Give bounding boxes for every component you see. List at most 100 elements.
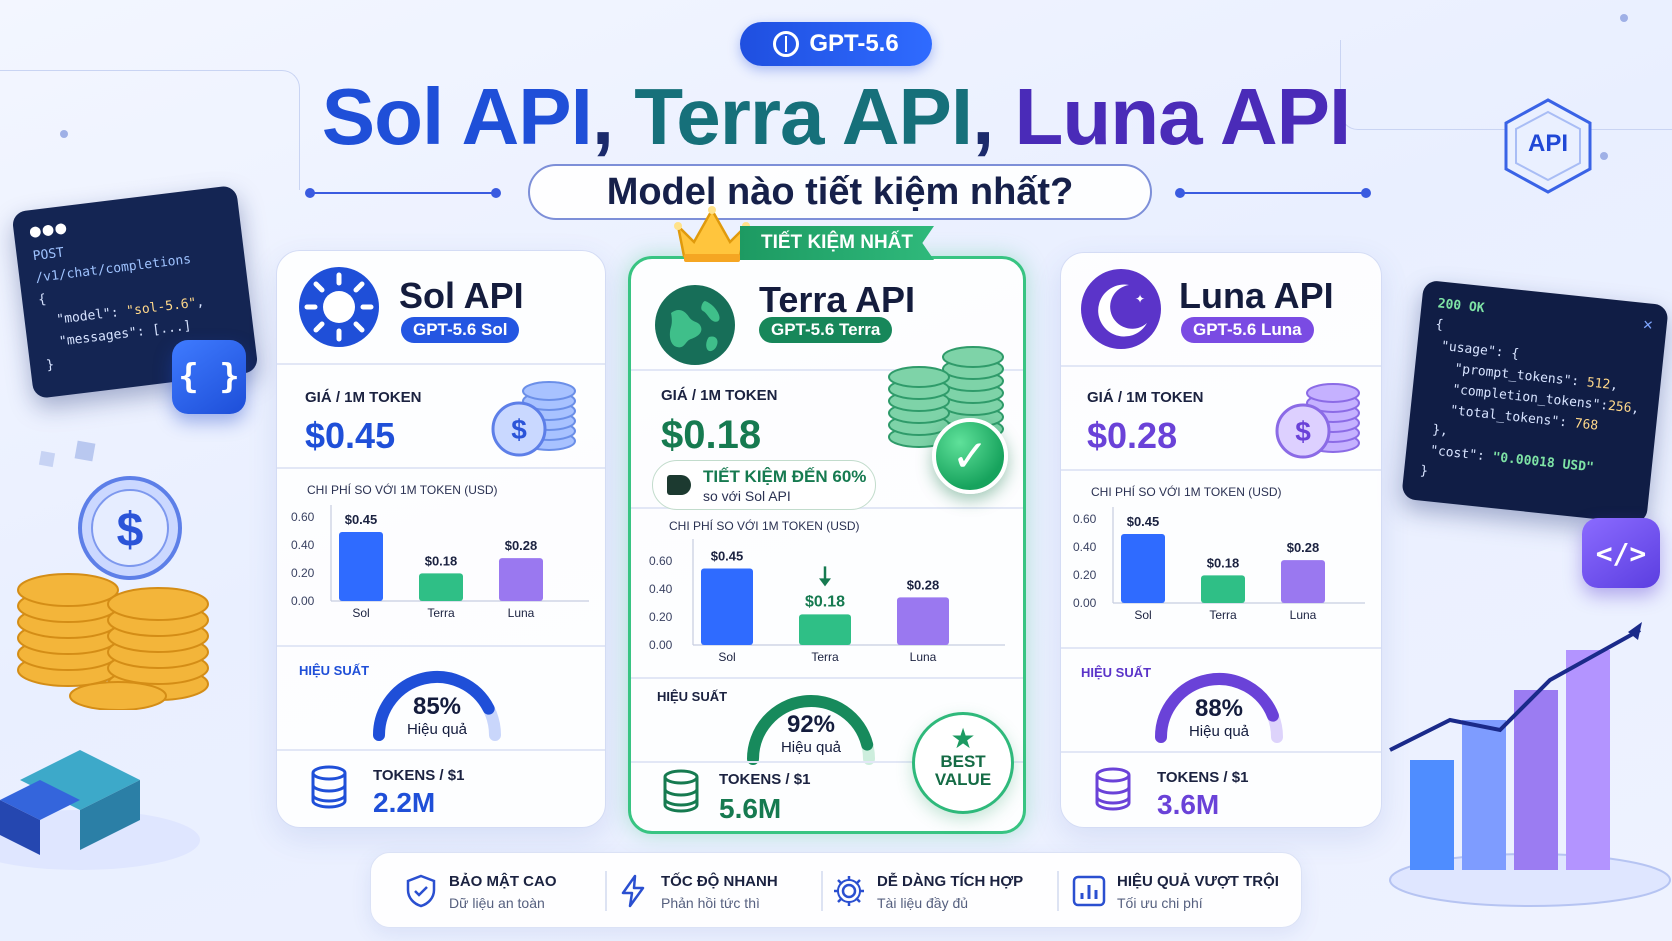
code-braces-icon: { } xyxy=(172,340,246,414)
card-name: Terra API xyxy=(759,279,916,320)
price-label: GIÁ / 1M TOKEN xyxy=(661,387,778,404)
y-tick-label: 0.00 xyxy=(291,594,315,608)
tokens-label: TOKENS / $1 xyxy=(1157,769,1249,786)
sol-card: Sol API GPT-5.6 Sol GIÁ / 1M TOKEN $0.45… xyxy=(276,250,606,828)
bar-value-label: $0.18 xyxy=(805,593,845,610)
bar-terra xyxy=(799,614,851,645)
response-code-window: 200 OK ✕ { "usage": { "prompt_tokens": 5… xyxy=(1401,279,1669,525)
price-value: $0.45 xyxy=(305,415,396,456)
title-separator: , xyxy=(972,72,994,161)
gear-icon xyxy=(834,876,864,906)
code-line: { xyxy=(37,291,47,308)
bar-chart-icon xyxy=(1072,875,1106,907)
dollar-coins-icon: $ xyxy=(1275,383,1360,459)
down-arrowhead-icon xyxy=(819,578,831,587)
chart-title: CHI PHÍ SO VỚI 1M TOKEN (USD) xyxy=(669,519,860,533)
code-value: [...] xyxy=(151,318,193,339)
y-tick-label: 0.20 xyxy=(291,566,315,580)
title-luna: Luna API xyxy=(1014,72,1352,161)
feature-sub: Tối ưu chi phí xyxy=(1117,895,1203,911)
api-hexagon-icon: API xyxy=(1500,96,1596,196)
feature-sub: Tài liệu đầy đủ xyxy=(877,895,969,911)
best-line2: VALUE xyxy=(934,770,992,789)
code-value: 256 xyxy=(1607,398,1633,417)
svg-text:$: $ xyxy=(117,504,144,557)
database-icon xyxy=(1095,767,1131,811)
feature-item: HIỆU QUẢ VƯỢT TRỘI Tối ưu chi phí xyxy=(1063,853,1295,929)
coin-pile-icon: $ xyxy=(17,476,209,710)
code-line: { xyxy=(1434,317,1445,333)
title-sol: Sol API xyxy=(321,72,593,161)
feature-sub: Dữ liệu an toàn xyxy=(449,895,545,911)
feature-item: TỐC ĐỘ NHANH Phản hồi tức thì xyxy=(607,853,821,929)
api-hexagon-label: API xyxy=(1527,130,1568,157)
page-title: Sol API, Terra API, Luna API xyxy=(0,72,1672,162)
sun-icon xyxy=(299,267,379,347)
bar-sol xyxy=(339,532,383,601)
svg-text:$: $ xyxy=(1295,416,1311,447)
bar-luna xyxy=(499,558,543,601)
crown-icon xyxy=(674,206,750,262)
dollar-coins-icon xyxy=(888,346,1004,448)
code-value: 768 xyxy=(1573,416,1599,434)
y-tick-label: 0.60 xyxy=(291,510,315,524)
performance-label: HIỆU SUẤT xyxy=(657,689,728,704)
performance-gauge xyxy=(747,695,875,765)
bar-luna xyxy=(897,597,949,645)
best-saving-ribbon: TIẾT KIỆM NHẤT xyxy=(740,226,934,260)
svg-text:✦: ✦ xyxy=(1135,292,1145,306)
bar-value-label: $0.28 xyxy=(505,538,538,553)
x-tick-label: Sol xyxy=(1134,608,1151,622)
x-tick-label: Luna xyxy=(910,650,937,664)
y-tick-label: 0.60 xyxy=(649,554,673,568)
x-tick-label: Terra xyxy=(1209,608,1237,622)
feature-item: DỄ DÀNG TÍCH HỢP Tài liệu đầy đủ xyxy=(823,853,1055,929)
bar-value-label: $0.28 xyxy=(1287,540,1320,555)
price-label: GIÁ / 1M TOKEN xyxy=(1087,389,1204,406)
price-value: $0.28 xyxy=(1087,415,1178,456)
price-label: GIÁ / 1M TOKEN xyxy=(305,389,422,406)
database-icon xyxy=(663,769,699,813)
model-pill: GPT-5.6 Terra xyxy=(759,317,893,343)
tokens-label: TOKENS / $1 xyxy=(719,771,811,788)
feature-separator xyxy=(821,871,823,911)
bar-value-label: $0.28 xyxy=(907,577,940,592)
y-tick-label: 0.40 xyxy=(291,538,315,552)
circuit-dot xyxy=(1600,152,1608,160)
code-key: "model" xyxy=(55,306,112,328)
x-tick-label: Terra xyxy=(811,650,839,664)
performance-sub: Hiệu quả xyxy=(406,721,468,738)
brain-icon xyxy=(773,31,800,57)
code-line: }, xyxy=(1431,422,1449,440)
cost-bar-chart: 0.60 0.40 0.20 0.00 $0.45 Sol $0.18 Terra $0.28 L… xyxy=(1073,507,1365,622)
growth-chart-icon xyxy=(1389,622,1671,907)
price-tag-icon xyxy=(667,475,691,495)
tokens-value: 3.6M xyxy=(1157,789,1220,820)
gauge-fill xyxy=(747,695,874,765)
performance-value: 92% xyxy=(786,711,836,738)
performance-gauge xyxy=(1155,673,1283,743)
x-tick-label: Luna xyxy=(1290,608,1317,622)
gauge-fill xyxy=(373,671,495,741)
circuit-dot xyxy=(1620,14,1628,22)
code-value: 512 xyxy=(1586,375,1611,393)
x-tick-label: Luna xyxy=(508,606,535,620)
tokens-value: 2.2M xyxy=(373,787,436,818)
y-tick-label: 0.40 xyxy=(649,582,673,596)
check-icon: ✓ xyxy=(932,418,1008,494)
subtitle-line-left xyxy=(305,188,501,198)
price-value: $0.18 xyxy=(661,413,762,457)
luna-card: ✦ Luna API GPT-5.6 Luna GIÁ / 1M TOKEN $… xyxy=(1060,252,1382,828)
performance-sub: Hiệu quả xyxy=(780,739,842,756)
title-terra: Terra API xyxy=(634,72,973,161)
feature-item: BẢO MẬT CAO Dữ liệu an toàn xyxy=(395,853,605,929)
y-tick-label: 0.40 xyxy=(1073,540,1097,554)
close-icon: ✕ xyxy=(1642,313,1654,334)
model-badge-label: GPT-5.6 xyxy=(809,30,899,57)
circuit-line xyxy=(0,70,300,190)
model-pill: GPT-5.6 Sol xyxy=(401,317,520,343)
feature-separator xyxy=(605,871,607,911)
performance-value: 88% xyxy=(1194,695,1244,722)
model-pill: GPT-5.6 Luna xyxy=(1181,317,1314,343)
isometric-blocks-icon xyxy=(0,750,200,870)
